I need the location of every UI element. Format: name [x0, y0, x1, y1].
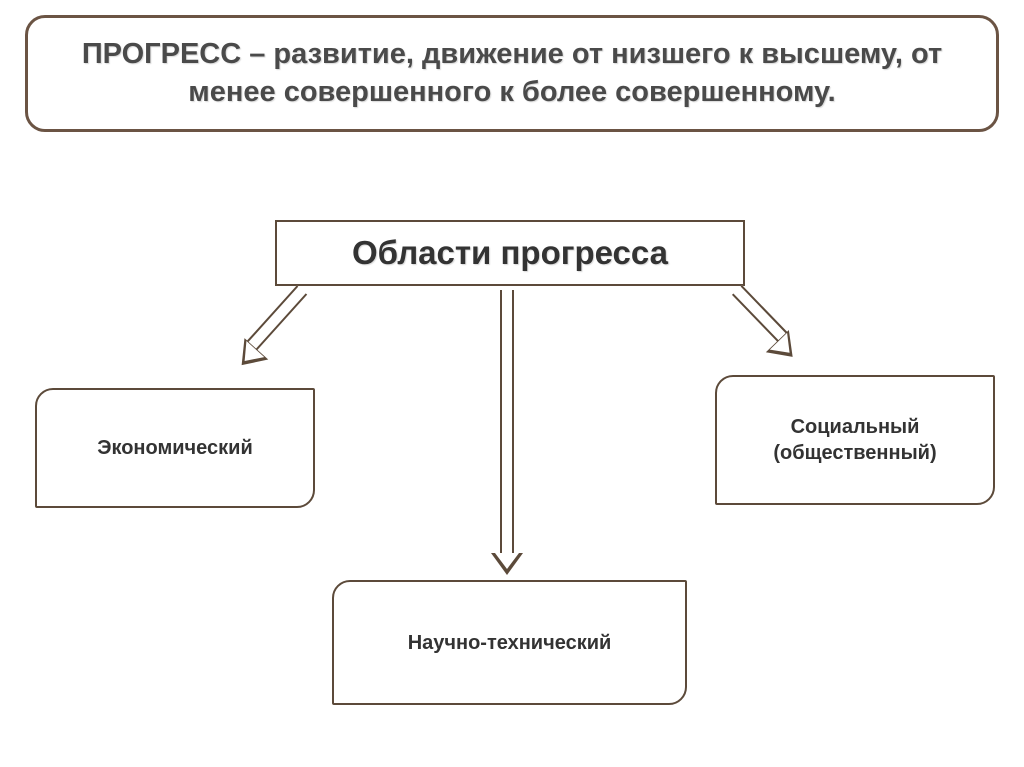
category-social-label: Социальный (общественный): [773, 414, 936, 466]
category-economic-label: Экономический: [97, 435, 253, 461]
areas-title-box: Области прогресса: [275, 220, 745, 286]
category-scientific-label: Научно-технический: [408, 630, 612, 656]
areas-title: Области прогресса: [297, 234, 723, 272]
definition-text: ПРОГРЕСС – развитие, движение от низшего…: [58, 36, 966, 111]
category-economic: Экономический: [35, 388, 315, 508]
category-social: Социальный (общественный): [715, 375, 995, 505]
category-scientific: Научно-технический: [332, 580, 687, 705]
definition-box: ПРОГРЕСС – развитие, движение от низшего…: [25, 15, 999, 132]
